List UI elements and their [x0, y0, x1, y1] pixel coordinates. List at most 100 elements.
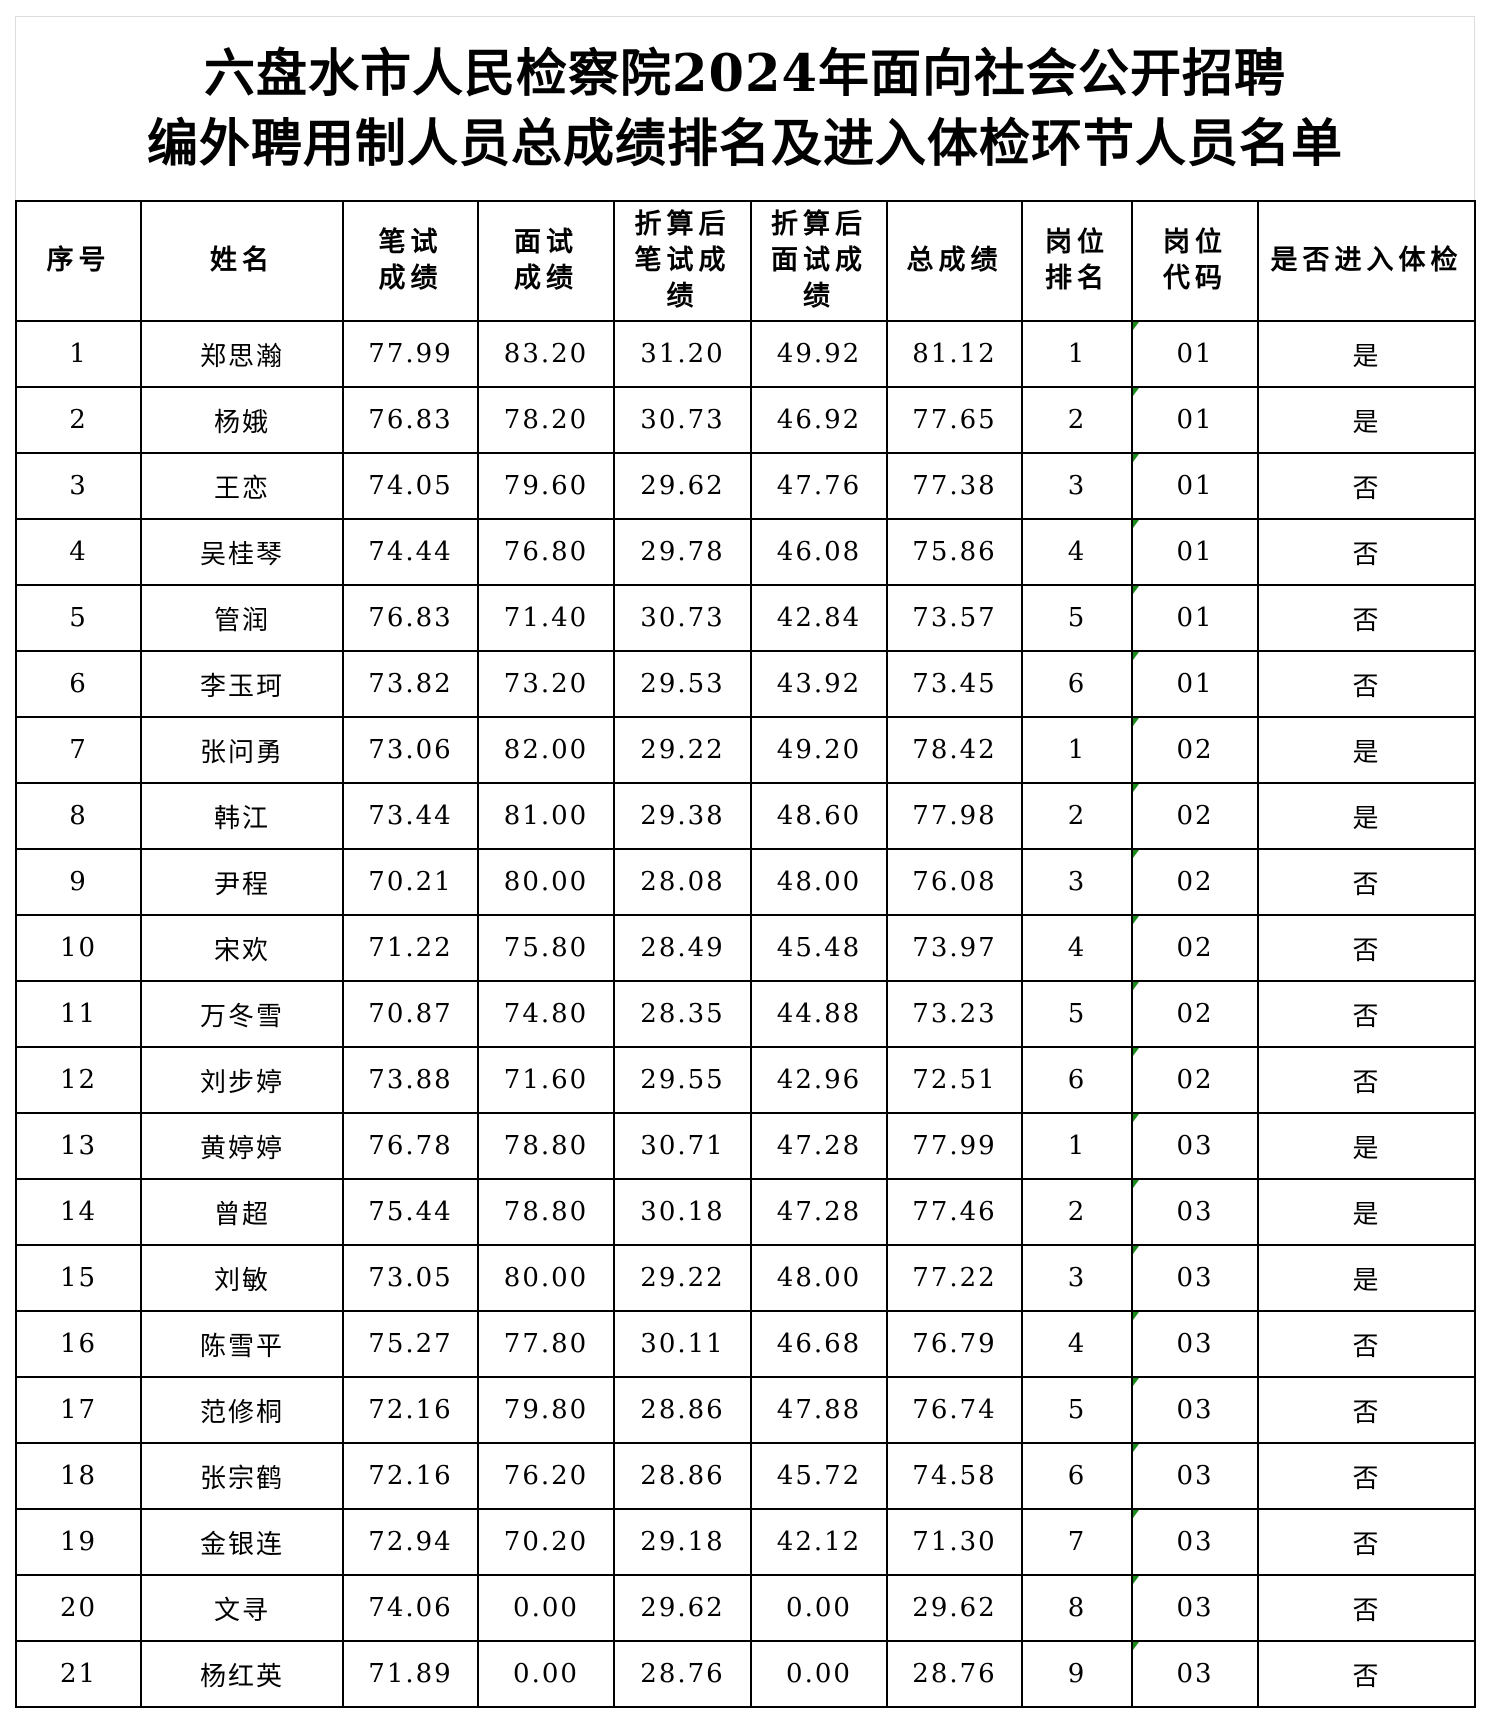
cell-position-code: 02	[1131, 716, 1259, 784]
cell-medical-exam: 是	[1257, 1244, 1476, 1312]
cell-weighted-interview: 48.60	[750, 782, 888, 850]
cell-medical-exam: 否	[1257, 452, 1476, 520]
cell-index: 19	[15, 1508, 142, 1576]
cell-weighted-written: 29.78	[613, 518, 752, 586]
cell-weighted-written: 30.73	[613, 584, 752, 652]
table-row: 11 万冬雪 70.87 74.80 28.35 44.88 73.23 5 02 否	[15, 980, 1476, 1048]
cell-index: 18	[15, 1442, 142, 1510]
cell-written-score: 76.78	[342, 1112, 479, 1180]
cell-interview-score: 78.20	[477, 386, 615, 454]
cell-medical-exam: 否	[1257, 848, 1476, 916]
cell-index: 21	[15, 1640, 142, 1708]
cell-index: 15	[15, 1244, 142, 1312]
cell-total-score: 81.12	[886, 320, 1023, 388]
cell-position-rank: 6	[1021, 1046, 1133, 1114]
cell-medical-exam: 否	[1257, 518, 1476, 586]
cell-total-score: 73.45	[886, 650, 1023, 718]
cell-medical-exam: 否	[1257, 980, 1476, 1048]
table-row: 20 文寻 74.06 0.00 29.62 0.00 29.62 8 03 否	[15, 1574, 1476, 1642]
cell-interview-score: 83.20	[477, 320, 615, 388]
cell-total-score: 73.57	[886, 584, 1023, 652]
column-header-position-rank: 岗位 排名	[1021, 200, 1133, 322]
cell-position-rank: 2	[1021, 782, 1133, 850]
column-header-weighted-written: 折算后 笔试成 绩	[613, 200, 752, 322]
cell-interview-score: 0.00	[477, 1640, 615, 1708]
cell-position-code: 02	[1131, 914, 1259, 982]
cell-total-score: 77.46	[886, 1178, 1023, 1246]
cell-weighted-interview: 47.88	[750, 1376, 888, 1444]
cell-total-score: 29.62	[886, 1574, 1023, 1642]
cell-index: 16	[15, 1310, 142, 1378]
cell-position-code: 03	[1131, 1244, 1259, 1312]
cell-medical-exam: 否	[1257, 914, 1476, 982]
cell-interview-score: 79.60	[477, 452, 615, 520]
cell-total-score: 71.30	[886, 1508, 1023, 1576]
cell-total-score: 77.99	[886, 1112, 1023, 1180]
cell-weighted-interview: 43.92	[750, 650, 888, 718]
column-header-position-code: 岗位 代码	[1131, 200, 1259, 322]
cell-position-rank: 2	[1021, 1178, 1133, 1246]
table-row: 4 吴桂琴 74.44 76.80 29.78 46.08 75.86 4 01 否	[15, 518, 1476, 586]
cell-index: 4	[15, 518, 142, 586]
table-row: 14 曾超 75.44 78.80 30.18 47.28 77.46 2 03 是	[15, 1178, 1476, 1246]
cell-position-code: 01	[1131, 584, 1259, 652]
cell-name: 张问勇	[140, 716, 344, 784]
column-header-medical-exam: 是否进入体检	[1257, 200, 1476, 322]
cell-total-score: 77.38	[886, 452, 1023, 520]
cell-written-score: 71.22	[342, 914, 479, 982]
cell-interview-score: 70.20	[477, 1508, 615, 1576]
cell-weighted-written: 29.62	[613, 1574, 752, 1642]
cell-total-score: 75.86	[886, 518, 1023, 586]
cell-position-rank: 8	[1021, 1574, 1133, 1642]
cell-interview-score: 75.80	[477, 914, 615, 982]
cell-weighted-interview: 0.00	[750, 1640, 888, 1708]
cell-weighted-written: 28.08	[613, 848, 752, 916]
page-title: 六盘水市人民检察院2024年面向社会公开招聘 编外聘用制人员总成绩排名及进入体检…	[16, 17, 1474, 201]
cell-name: 文寻	[140, 1574, 344, 1642]
cell-interview-score: 80.00	[477, 848, 615, 916]
table-row: 5 管润 76.83 71.40 30.73 42.84 73.57 5 01 否	[15, 584, 1476, 652]
cell-interview-score: 78.80	[477, 1112, 615, 1180]
cell-interview-score: 81.00	[477, 782, 615, 850]
header-row: 序号 姓名 笔试 成绩 面试 成绩 折算后 笔试成 绩折算后 面试成 绩总成绩 岗位 排名…	[15, 200, 1476, 322]
cell-name: 曾超	[140, 1178, 344, 1246]
table-body: 1 郑思瀚 77.99 83.20 31.20 49.92 81.12 1 01 是 2 杨娥 76.8…	[15, 320, 1476, 1708]
table-row: 6 李玉珂 73.82 73.20 29.53 43.92 73.45 6 01 否	[15, 650, 1476, 718]
column-header-total-score: 总成绩	[886, 200, 1023, 322]
cell-medical-exam: 是	[1257, 386, 1476, 454]
cell-index: 11	[15, 980, 142, 1048]
cell-weighted-interview: 48.00	[750, 848, 888, 916]
cell-written-score: 73.06	[342, 716, 479, 784]
cell-medical-exam: 是	[1257, 1112, 1476, 1180]
column-header-index: 序号	[15, 200, 142, 322]
cell-name: 张宗鹤	[140, 1442, 344, 1510]
cell-position-rank: 2	[1021, 386, 1133, 454]
cell-weighted-interview: 47.28	[750, 1112, 888, 1180]
cell-position-rank: 1	[1021, 1112, 1133, 1180]
cell-position-code: 02	[1131, 848, 1259, 916]
cell-index: 17	[15, 1376, 142, 1444]
cell-total-score: 76.08	[886, 848, 1023, 916]
cell-index: 3	[15, 452, 142, 520]
cell-medical-exam: 是	[1257, 320, 1476, 388]
table-row: 12 刘步婷 73.88 71.60 29.55 42.96 72.51 6 02 否	[15, 1046, 1476, 1114]
cell-weighted-written: 29.55	[613, 1046, 752, 1114]
cell-position-code: 03	[1131, 1112, 1259, 1180]
column-header-name: 姓名	[140, 200, 344, 322]
cell-position-rank: 7	[1021, 1508, 1133, 1576]
cell-written-score: 73.88	[342, 1046, 479, 1114]
cell-index: 13	[15, 1112, 142, 1180]
cell-interview-score: 78.80	[477, 1178, 615, 1246]
cell-interview-score: 80.00	[477, 1244, 615, 1312]
cell-written-score: 74.06	[342, 1574, 479, 1642]
cell-weighted-written: 28.86	[613, 1442, 752, 1510]
cell-index: 5	[15, 584, 142, 652]
cell-medical-exam: 是	[1257, 1178, 1476, 1246]
cell-name: 刘敏	[140, 1244, 344, 1312]
table-row: 19 金银连 72.94 70.20 29.18 42.12 71.30 7 03 否	[15, 1508, 1476, 1576]
cell-position-rank: 5	[1021, 980, 1133, 1048]
cell-written-score: 76.83	[342, 584, 479, 652]
cell-name: 宋欢	[140, 914, 344, 982]
cell-weighted-written: 28.49	[613, 914, 752, 982]
cell-medical-exam: 否	[1257, 1310, 1476, 1378]
